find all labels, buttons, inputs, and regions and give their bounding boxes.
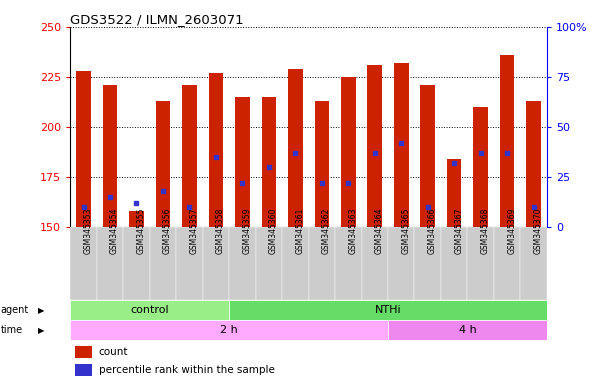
- Bar: [103, 85, 117, 227]
- Text: ▶: ▶: [38, 326, 45, 334]
- Bar: [500, 55, 514, 227]
- Bar: [388, 227, 414, 300]
- Bar: [176, 227, 203, 300]
- Text: GSM345356: GSM345356: [163, 208, 172, 254]
- Bar: [262, 97, 276, 227]
- Text: GSM345354: GSM345354: [110, 208, 119, 254]
- Text: GSM345353: GSM345353: [84, 208, 92, 254]
- Bar: [474, 107, 488, 227]
- Text: GSM345363: GSM345363: [348, 208, 357, 254]
- Bar: [288, 69, 302, 227]
- Text: GSM345359: GSM345359: [243, 208, 251, 254]
- Text: count: count: [99, 347, 128, 357]
- Bar: [255, 227, 282, 300]
- Bar: [414, 227, 441, 300]
- Bar: [182, 85, 197, 227]
- Bar: [441, 227, 467, 300]
- Bar: [203, 227, 229, 300]
- Bar: [229, 300, 547, 320]
- Bar: [420, 85, 435, 227]
- Bar: [394, 63, 409, 227]
- Text: agent: agent: [1, 305, 29, 315]
- Bar: [447, 159, 461, 227]
- Text: GSM345366: GSM345366: [428, 208, 437, 254]
- Bar: [76, 71, 91, 227]
- Bar: [362, 227, 388, 300]
- Bar: [341, 77, 356, 227]
- Bar: [494, 227, 521, 300]
- Text: GSM345355: GSM345355: [136, 208, 145, 254]
- Text: GSM345364: GSM345364: [375, 208, 384, 254]
- Bar: [150, 227, 176, 300]
- Text: 2 h: 2 h: [220, 325, 238, 335]
- Bar: [467, 227, 494, 300]
- Text: control: control: [130, 305, 169, 315]
- Bar: [75, 346, 92, 358]
- Bar: [309, 227, 335, 300]
- Text: GSM345357: GSM345357: [189, 208, 199, 254]
- Bar: [129, 211, 144, 227]
- Bar: [315, 101, 329, 227]
- Text: NTHi: NTHi: [375, 305, 401, 315]
- Text: GDS3522 / ILMN_2603071: GDS3522 / ILMN_2603071: [70, 13, 244, 26]
- Bar: [70, 320, 388, 340]
- Text: GSM345361: GSM345361: [295, 208, 304, 254]
- Text: GSM345358: GSM345358: [216, 208, 225, 254]
- Text: GSM345365: GSM345365: [401, 208, 410, 254]
- Bar: [235, 97, 250, 227]
- Text: GSM345369: GSM345369: [507, 208, 516, 254]
- Text: ▶: ▶: [38, 306, 45, 314]
- Bar: [367, 65, 382, 227]
- Text: GSM345370: GSM345370: [533, 208, 543, 254]
- Bar: [97, 227, 123, 300]
- Text: time: time: [1, 325, 23, 335]
- Bar: [388, 320, 547, 340]
- Text: GSM345368: GSM345368: [481, 208, 489, 254]
- Bar: [75, 364, 92, 376]
- Text: GSM345367: GSM345367: [454, 208, 463, 254]
- Bar: [526, 101, 541, 227]
- Bar: [70, 300, 229, 320]
- Bar: [521, 227, 547, 300]
- Bar: [208, 73, 223, 227]
- Text: GSM345362: GSM345362: [322, 208, 331, 254]
- Bar: [70, 227, 97, 300]
- Bar: [335, 227, 362, 300]
- Text: percentile rank within the sample: percentile rank within the sample: [99, 365, 275, 375]
- Bar: [156, 101, 170, 227]
- Text: 4 h: 4 h: [458, 325, 477, 335]
- Bar: [282, 227, 309, 300]
- Text: GSM345360: GSM345360: [269, 208, 278, 254]
- Bar: [229, 227, 255, 300]
- Bar: [123, 227, 150, 300]
